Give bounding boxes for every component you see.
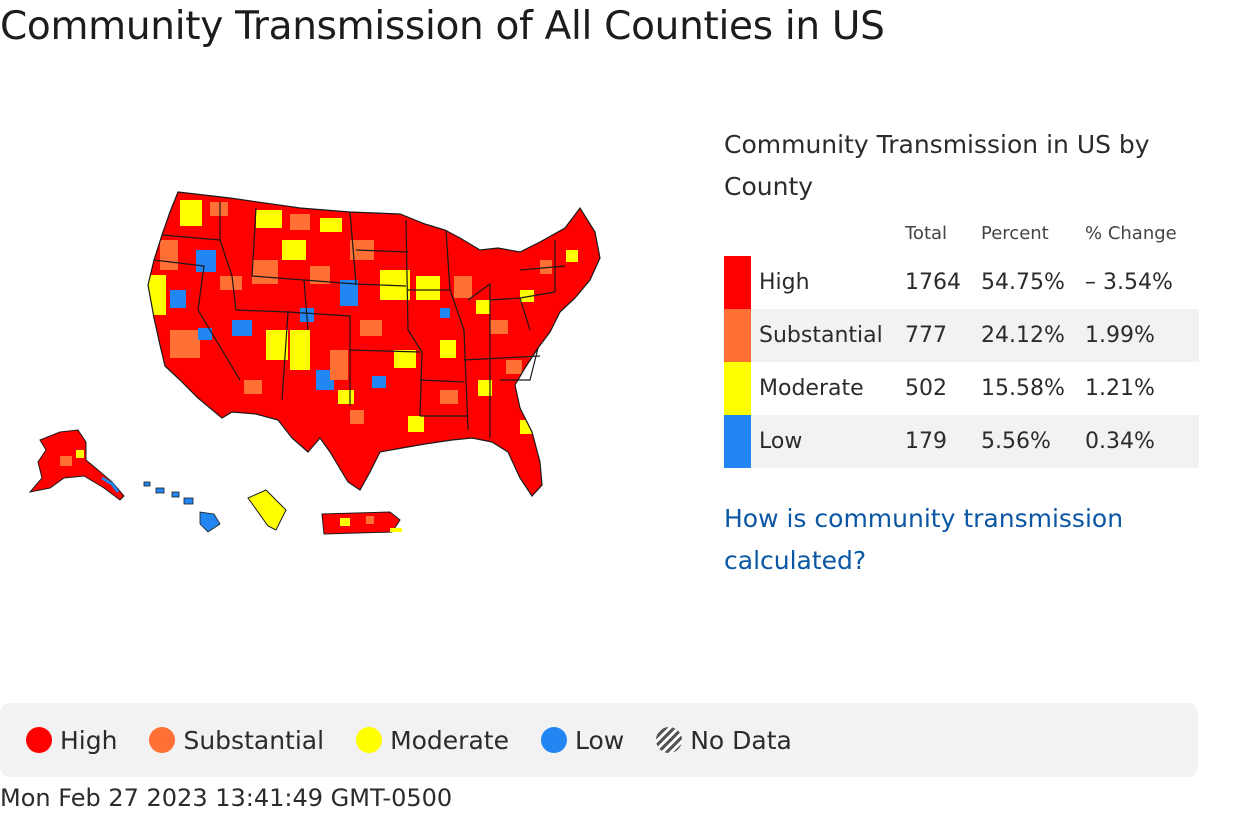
calculation-help-link[interactable]: How is community transmission calculated… (724, 504, 1124, 575)
row-total: 777 (905, 309, 981, 362)
row-label: Substantial (751, 309, 905, 362)
row-label: High (759, 270, 810, 295)
row-change: 1.21% (1085, 376, 1155, 401)
row-percent: 5.56% (981, 415, 1085, 468)
moderate-dot-icon (356, 727, 383, 753)
row-change: – 3.54% (1085, 270, 1173, 295)
row-total: 1764 (905, 270, 961, 295)
high-swatch (724, 256, 751, 309)
panel-title: Community Transmission in US by County (724, 130, 1150, 201)
high-dot-icon (26, 727, 52, 753)
legend-item-moderate[interactable]: Moderate (356, 726, 509, 755)
row-change: 1.99% (1085, 309, 1199, 362)
timestamp: Mon Feb 27 2023 13:41:49 GMT-0500 (0, 784, 453, 812)
no-data-hatch-icon (656, 727, 683, 753)
row-total: 502 (905, 376, 947, 401)
hawaii[interactable] (143, 481, 221, 533)
table-row-low: Low 179 5.56% 0.34% (724, 415, 1199, 468)
column-header-total: Total (905, 222, 948, 244)
row-label: Low (751, 415, 905, 468)
legend-label: Moderate (390, 725, 509, 755)
legend-item-low[interactable]: Low (540, 725, 625, 755)
row-percent: 24.12% (981, 309, 1085, 362)
contiguous-us[interactable] (147, 191, 601, 497)
table-row-high: High 1764 54.75% – 3.54% (724, 256, 1199, 309)
row-percent: 15.58% (981, 376, 1065, 401)
legend-item-substantial[interactable]: Substantial (149, 726, 324, 755)
legend-item-no-data[interactable]: No Data (656, 726, 792, 755)
transmission-summary-panel: Community Transmission in US by County T… (724, 124, 1200, 582)
moderate-swatch (724, 362, 751, 415)
legend-item-high[interactable]: High (26, 726, 117, 755)
legend-label: Low (574, 725, 625, 755)
page-title: Community Transmission of All Counties i… (0, 4, 885, 49)
us-map-svg[interactable] (20, 180, 620, 550)
alaska[interactable] (28, 429, 125, 501)
table-header-row: Total Percent % Change (724, 214, 1199, 256)
column-header-percent: Percent (981, 222, 1049, 244)
row-change: 0.34% (1085, 415, 1199, 468)
row-total: 179 (905, 415, 981, 468)
legend-label: Substantial (183, 725, 325, 755)
low-swatch (724, 415, 751, 468)
substantial-swatch (724, 309, 751, 362)
substantial-dot-icon (149, 727, 176, 753)
row-label: Moderate (759, 376, 864, 401)
legend-label: High (60, 725, 118, 755)
column-header-change: % Change (1085, 222, 1177, 244)
low-dot-icon (540, 727, 567, 753)
puerto-rico[interactable] (321, 511, 402, 535)
row-percent: 54.75% (981, 270, 1065, 295)
legend-label: No Data (690, 725, 792, 755)
table-row-moderate: Moderate 502 15.58% 1.21% (724, 362, 1199, 415)
table-row-substantial: Substantial 777 24.12% 1.99% (724, 309, 1199, 362)
us-county-map[interactable] (20, 180, 620, 550)
map-legend: High Substantial Moderate Low No Data (0, 703, 1198, 777)
territory-island[interactable] (247, 489, 287, 531)
transmission-table: Total Percent % Change High 1764 54.75% … (724, 214, 1199, 468)
